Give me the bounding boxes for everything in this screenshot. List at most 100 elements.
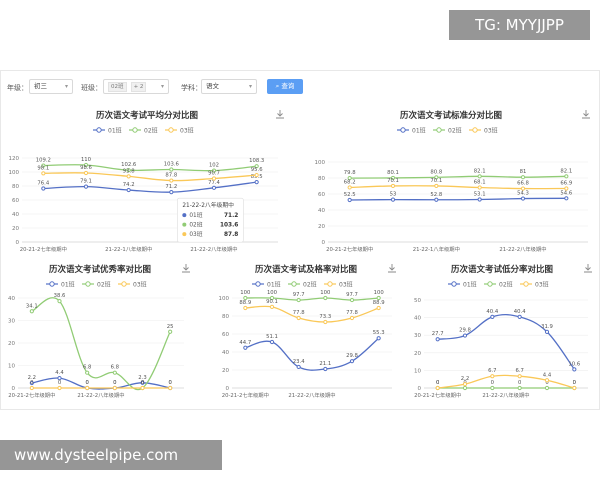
data-point[interactable] [254,164,259,169]
data-point[interactable] [390,197,396,202]
subject-select[interactable]: 语文 ▾ [201,79,257,94]
data-point[interactable] [349,297,355,303]
data-point[interactable] [41,186,46,191]
data-point[interactable] [29,309,34,314]
data-point[interactable] [254,172,259,178]
data-point[interactable] [517,385,522,391]
data-point[interactable] [435,337,440,342]
data-point[interactable] [520,175,526,180]
legend-item-2[interactable]: 02班 [433,127,462,135]
data-point[interactable] [83,170,89,176]
data-point[interactable] [462,385,468,391]
data-point[interactable] [477,174,482,179]
data-point[interactable] [83,162,89,168]
legend-item-2[interactable]: 02班 [82,281,111,289]
legend-item-2[interactable]: 02班 [484,281,513,289]
data-point[interactable] [390,175,396,181]
data-point[interactable] [211,185,217,190]
data-point[interactable] [126,174,131,179]
download-icon[interactable] [584,264,592,273]
data-point[interactable] [140,385,145,391]
data-point[interactable] [435,385,440,391]
data-point[interactable] [296,315,301,321]
download-icon[interactable] [182,264,190,273]
data-point[interactable] [517,314,522,319]
legend-item-1[interactable]: 01班 [397,127,426,135]
data-point[interactable] [269,295,275,301]
legend-item-1[interactable]: 01班 [252,281,281,289]
data-point[interactable] [349,359,355,364]
data-point[interactable] [376,336,381,341]
data-point[interactable] [296,297,301,303]
data-point[interactable] [323,319,328,325]
data-point[interactable] [544,385,550,391]
data-point[interactable] [323,366,328,372]
data-point[interactable] [269,304,275,310]
data-point[interactable] [243,305,248,311]
data-point[interactable] [347,197,352,203]
data-point[interactable] [462,333,468,338]
data-point[interactable] [126,187,131,193]
data-point[interactable] [347,185,352,190]
data-point[interactable] [434,175,439,180]
class-tag[interactable]: 02班 [108,82,127,92]
legend-item-1[interactable]: 01班 [448,281,477,289]
data-point[interactable] [323,295,328,301]
legend-item-3[interactable]: 03班 [165,127,194,135]
data-point[interactable] [41,171,46,176]
data-point[interactable] [169,190,174,195]
legend-item-2[interactable]: 02班 [288,281,317,289]
legend-item-3[interactable]: 03班 [118,281,147,289]
data-point[interactable] [572,367,577,372]
data-point[interactable] [85,370,90,375]
data-point[interactable] [41,163,46,168]
data-point[interactable] [517,374,522,379]
legend-item-1[interactable]: 01班 [46,281,75,289]
data-point[interactable] [57,299,62,304]
class-select[interactable]: 02班 + 2 ▾ [103,79,169,94]
data-point[interactable] [347,176,352,181]
download-icon[interactable] [276,110,284,119]
data-point[interactable] [211,168,217,173]
data-point[interactable] [544,378,550,383]
data-point[interactable] [83,184,89,189]
data-point[interactable] [169,178,174,183]
data-point[interactable] [376,295,381,301]
data-point[interactable] [390,183,396,189]
data-point[interactable] [57,376,62,381]
data-point[interactable] [168,329,173,334]
grade-select[interactable]: 初三 ▾ [29,79,73,94]
data-point[interactable] [434,197,439,202]
data-point[interactable] [140,380,145,385]
data-point[interactable] [477,185,482,190]
data-point[interactable] [269,339,275,345]
data-point[interactable] [490,374,495,379]
data-point[interactable] [112,385,117,391]
data-point[interactable] [211,176,217,181]
data-point[interactable] [126,168,131,173]
data-point[interactable] [169,167,174,172]
data-point[interactable] [490,314,495,319]
legend-item-3[interactable]: 03班 [469,127,498,135]
data-point[interactable] [296,364,301,370]
data-point[interactable] [564,196,569,201]
data-point[interactable] [376,305,381,311]
data-point[interactable] [462,382,468,387]
data-point[interactable] [29,385,34,391]
data-point[interactable] [520,186,526,191]
data-point[interactable] [490,385,495,391]
data-point[interactable] [477,197,482,202]
data-point[interactable] [243,345,248,350]
data-point[interactable] [544,329,550,334]
legend-item-1[interactable]: 01班 [93,127,122,135]
data-point[interactable] [29,380,34,386]
legend-item-3[interactable]: 03班 [324,281,353,289]
data-point[interactable] [564,174,569,179]
data-point[interactable] [85,385,90,391]
download-icon[interactable] [582,110,590,119]
data-point[interactable] [520,196,526,201]
download-icon[interactable] [388,264,396,273]
data-point[interactable] [254,180,259,185]
data-point[interactable] [564,186,569,191]
data-point[interactable] [572,385,577,391]
